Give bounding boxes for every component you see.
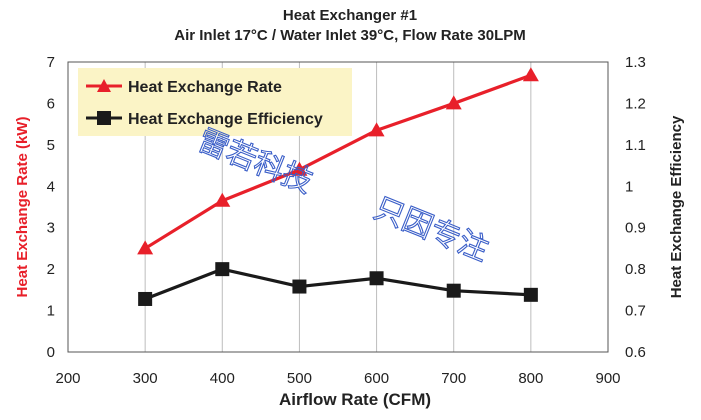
x-tick-labels: 200 300 400 500 600 700 800 900 [55, 370, 620, 387]
y-right-tick-label: 0.6 [625, 344, 646, 361]
y-right-tick-label: 1.3 [625, 54, 646, 71]
legend-rate-label: Heat Exchange Rate [128, 79, 282, 96]
chart-title: Heat Exchanger #1 [283, 7, 417, 24]
x-tick-label: 800 [518, 370, 543, 387]
y-left-tick-label: 4 [47, 178, 55, 195]
efficiency-point [524, 288, 538, 302]
efficiency-point [138, 292, 152, 306]
watermark-line-2: 只因专注 [369, 191, 493, 268]
legend-efficiency-label: Heat Exchange Efficiency [128, 111, 323, 128]
y-left-axis-label: Heat Exchange Rate (kW) [14, 117, 31, 298]
rate-point [523, 67, 539, 81]
y-right-tick-label: 1.2 [625, 95, 646, 112]
y-left-tick-label: 5 [47, 137, 55, 154]
chart: Heat Exchanger #1 Air Inlet 17°C / Water… [0, 0, 701, 420]
y-right-axis-label: Heat Exchange Efficiency [668, 115, 685, 298]
efficiency-point [292, 280, 306, 294]
efficiency-point [215, 262, 229, 276]
y-left-tick-label: 3 [47, 220, 55, 237]
x-tick-label: 200 [55, 370, 80, 387]
x-tick-label: 700 [441, 370, 466, 387]
efficiency-point [447, 284, 461, 298]
y-left-tick-label: 2 [47, 261, 55, 278]
y-right-tick-label: 1.1 [625, 137, 646, 154]
chart-subtitle: Air Inlet 17°C / Water Inlet 39°C, Flow … [174, 27, 526, 44]
y-left-tick-label: 0 [47, 344, 55, 361]
efficiency-point [370, 271, 384, 285]
y-left-tick-label: 1 [47, 303, 55, 320]
y-right-tick-labels: 0.6 0.7 0.8 0.9 1 1.1 1.2 1.3 [625, 54, 646, 361]
y-right-tick-label: 0.7 [625, 303, 646, 320]
y-right-tick-label: 1 [625, 178, 633, 195]
series-line-efficiency [145, 269, 531, 299]
x-tick-label: 400 [210, 370, 235, 387]
y-right-tick-label: 0.9 [625, 220, 646, 237]
x-tick-label: 300 [133, 370, 158, 387]
x-tick-label: 600 [364, 370, 389, 387]
x-axis-label: Airflow Rate (CFM) [279, 390, 431, 409]
legend-efficiency-marker [97, 111, 111, 125]
y-left-tick-label: 6 [47, 95, 55, 112]
x-tick-label: 900 [595, 370, 620, 387]
y-right-tick-label: 0.8 [625, 261, 646, 278]
y-left-tick-labels: 0 1 2 3 4 5 6 7 [47, 54, 55, 361]
y-left-tick-label: 7 [47, 54, 55, 71]
x-tick-label: 500 [287, 370, 312, 387]
rate-point [137, 240, 153, 254]
